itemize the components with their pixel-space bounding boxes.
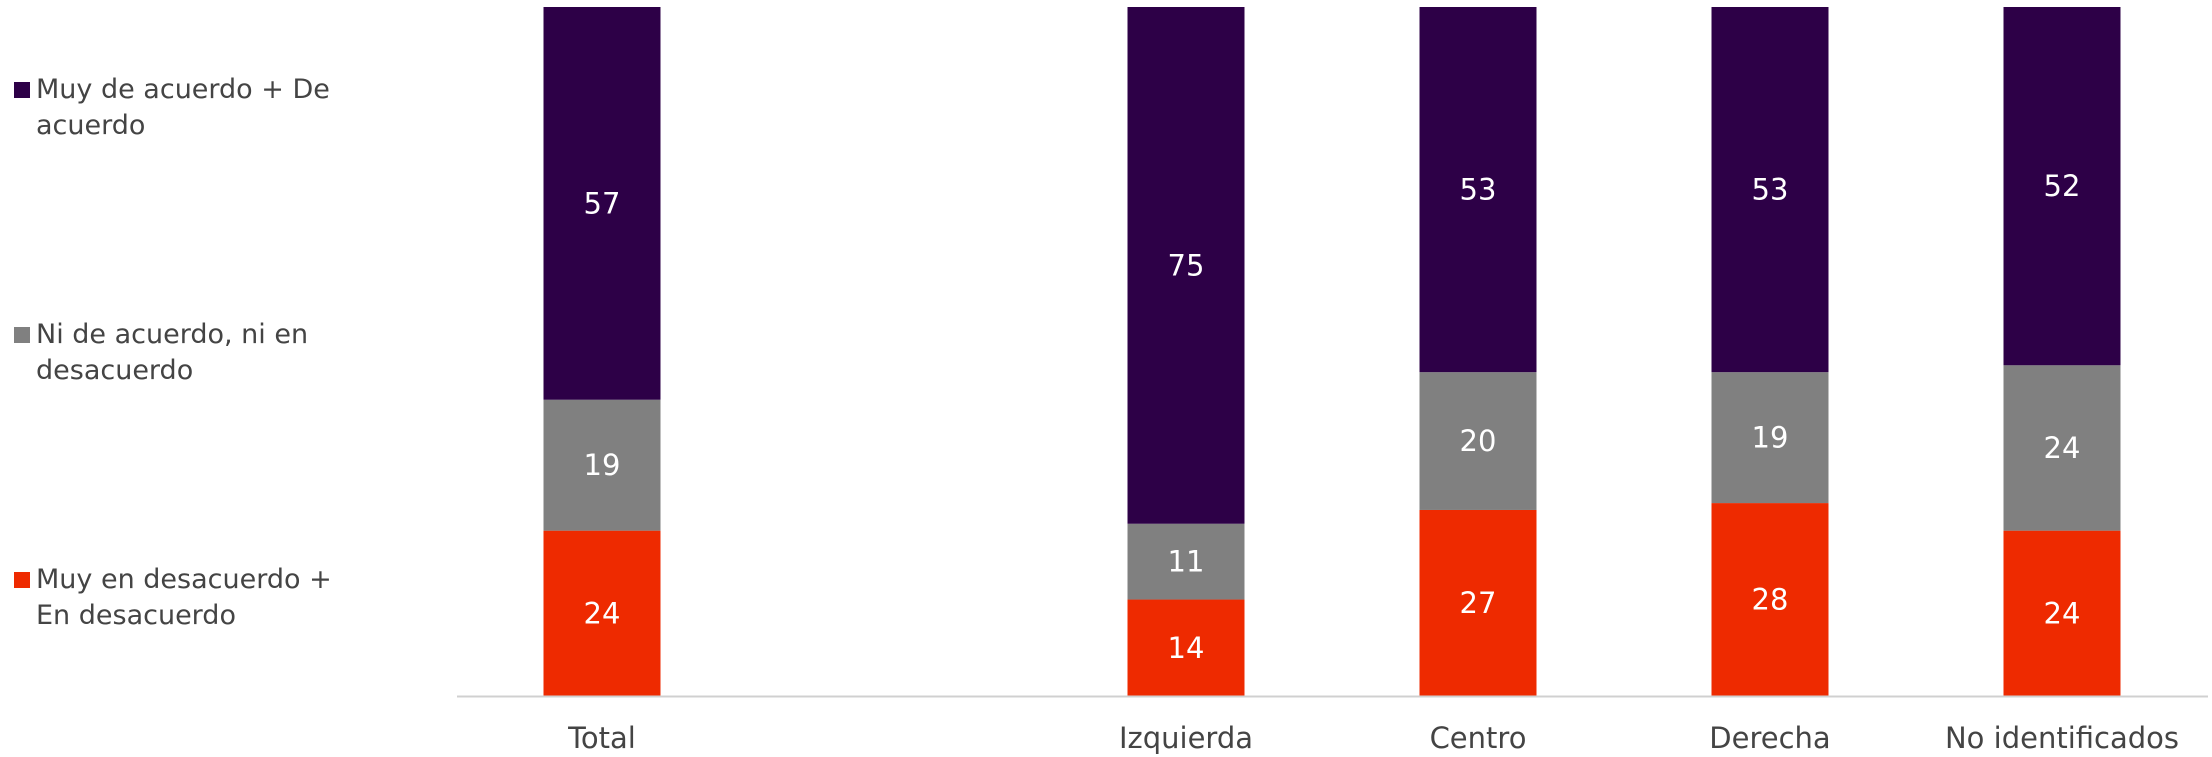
data-label: 24	[2044, 596, 2081, 630]
x-tick-label: Total	[567, 721, 636, 755]
bar-segment	[1127, 523, 1245, 600]
x-tick-label: Izquierda	[1119, 721, 1253, 755]
bar-segment	[1127, 7, 1245, 524]
bar-segment	[543, 7, 661, 400]
bar-segment	[2003, 7, 2121, 366]
data-label: 11	[1168, 545, 1205, 579]
data-label: 19	[1752, 421, 1789, 455]
data-label: 24	[2044, 431, 2081, 465]
bar-segment	[1419, 7, 1537, 373]
legend-label: Muy de acuerdo + De acuerdo	[36, 74, 330, 141]
bar-segment	[2003, 365, 2121, 531]
legend-label: Ni de acuerdo, ni en desacuerdo	[36, 319, 309, 386]
legend-item: Ni de acuerdo, ni en desacuerdo	[14, 317, 354, 389]
data-label: 19	[584, 448, 621, 482]
legend-label: Muy en desacuerdo + En desacuerdo	[36, 564, 332, 631]
x-tick-label: Centro	[1430, 721, 1527, 755]
bar-segment	[2003, 530, 2121, 696]
data-label: 52	[2044, 169, 2081, 203]
data-label: 53	[1460, 173, 1497, 207]
x-tick-label: No identificados	[1945, 721, 2179, 755]
data-label: 27	[1460, 586, 1497, 620]
legend-item: Muy en desacuerdo + En desacuerdo	[14, 562, 354, 634]
bar-segment	[1419, 372, 1537, 510]
bar-segment	[1711, 372, 1829, 504]
bar-segment	[543, 399, 661, 531]
bar-segment	[1711, 503, 1829, 696]
x-tick-label: Derecha	[1709, 721, 1830, 755]
bar-segment	[1419, 509, 1537, 696]
data-label: 24	[584, 596, 621, 630]
legend-swatch	[14, 82, 30, 98]
data-label: 14	[1168, 631, 1205, 665]
bar-segment	[543, 530, 661, 696]
bar-segment	[1127, 599, 1245, 696]
legend-swatch	[14, 327, 30, 343]
data-label: 20	[1460, 424, 1497, 458]
data-label: 28	[1752, 583, 1789, 617]
data-label: 57	[584, 186, 621, 220]
data-label: 53	[1752, 173, 1789, 207]
data-label: 75	[1168, 248, 1205, 282]
bar-segment	[1711, 7, 1829, 373]
legend-swatch	[14, 572, 30, 588]
legend-item: Muy de acuerdo + De acuerdo	[14, 72, 354, 144]
